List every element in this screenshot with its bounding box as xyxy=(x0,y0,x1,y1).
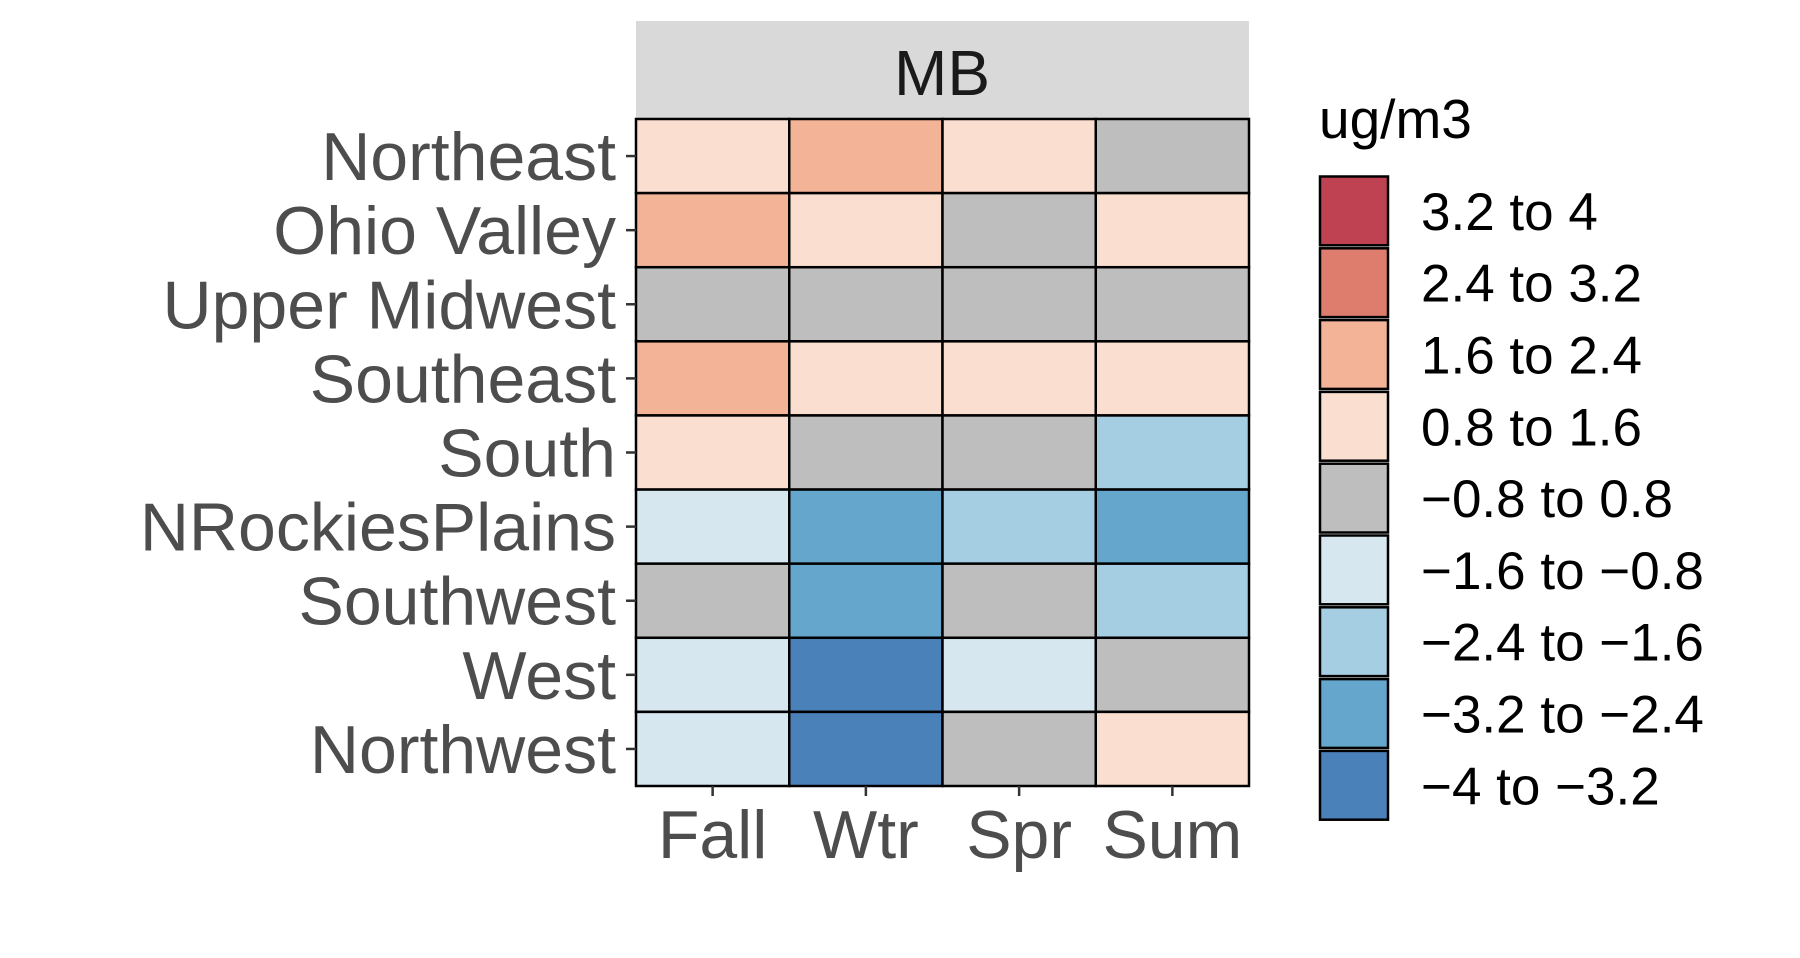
heatmap-cell xyxy=(634,265,791,343)
legend-label: −4 to −3.2 xyxy=(1421,757,1660,816)
heatmap-cell xyxy=(1094,710,1251,788)
heatmap-cell xyxy=(634,191,791,269)
heatmap-cell xyxy=(788,562,944,640)
legend-key xyxy=(1318,534,1390,606)
legend-label: −1.6 to −0.8 xyxy=(1421,542,1704,601)
heatmap-cell xyxy=(634,488,791,565)
facet-label: MB xyxy=(894,37,990,109)
y-tick-label: Southeast xyxy=(310,341,616,417)
heatmap-cell xyxy=(941,265,1097,343)
legend-label: −2.4 to −1.6 xyxy=(1421,614,1704,673)
legend-key xyxy=(1318,462,1390,534)
y-tick-label: West xyxy=(462,638,616,714)
legend-label: 2.4 to 3.2 xyxy=(1421,255,1642,314)
heatmap-cell xyxy=(1094,117,1251,195)
legend-key xyxy=(1318,749,1390,821)
heatmap-cell xyxy=(634,117,791,195)
heatmap-cell xyxy=(941,562,1097,640)
heatmap-cell xyxy=(788,191,944,269)
heatmap-cell xyxy=(941,636,1097,714)
facet-strip xyxy=(636,21,1249,119)
legend-key xyxy=(1318,247,1390,319)
legend-label: 1.6 to 2.4 xyxy=(1421,327,1642,386)
x-tick-label: Sum xyxy=(1102,797,1242,873)
heatmap-cell xyxy=(788,710,944,788)
y-tick-label: Northeast xyxy=(321,119,616,195)
heatmap-cell xyxy=(788,265,944,343)
heatmap-cell xyxy=(1094,265,1251,343)
heatmap-cell xyxy=(634,636,791,714)
heatmap-cell xyxy=(634,562,791,640)
heatmap-cell xyxy=(1094,414,1251,491)
heatmap-cell xyxy=(1094,191,1251,269)
heatmap-cell xyxy=(788,636,944,714)
y-tick-label: NRockiesPlains xyxy=(140,490,616,566)
heatmap-cell xyxy=(788,488,944,565)
x-tick-label: Spr xyxy=(966,797,1072,873)
legend: 3.2 to 4 2.4 to 3.2 1.6 to 2.4 0.8 to 1.6 −0… xyxy=(1318,175,1704,821)
legend-label: 3.2 to 4 xyxy=(1421,183,1598,242)
x-axis: Fall Wtr Spr Sum xyxy=(658,786,1242,873)
y-tick-label: Upper Midwest xyxy=(163,267,617,343)
legend-title: ug/m3 xyxy=(1319,88,1472,150)
legend-label: 0.8 to 1.6 xyxy=(1421,398,1642,457)
heatmap-cell xyxy=(941,340,1097,417)
legend-key xyxy=(1318,175,1390,247)
heatmap-cell xyxy=(941,117,1097,195)
x-tick-label: Fall xyxy=(658,797,768,873)
heatmap-cell xyxy=(788,117,944,195)
heatmap-cell xyxy=(788,340,944,417)
x-tick-label: Wtr xyxy=(813,797,919,873)
heatmap-cell xyxy=(941,191,1097,269)
heatmap-cell xyxy=(634,710,791,788)
legend-key xyxy=(1318,677,1390,750)
heatmap-cell xyxy=(1094,636,1251,714)
heatmap-cell xyxy=(941,710,1097,788)
heatmap-cell xyxy=(941,488,1097,565)
heatmap-cell xyxy=(941,414,1097,491)
heatmap-cell xyxy=(1094,340,1251,417)
heatmap-cell xyxy=(788,414,944,491)
legend-key xyxy=(1318,390,1390,462)
legend-label: −0.8 to 0.8 xyxy=(1421,470,1673,529)
y-tick-label: Northwest xyxy=(310,712,616,788)
heatmap-cell xyxy=(1094,562,1251,640)
heatmap-cells xyxy=(634,117,1251,788)
legend-key xyxy=(1318,318,1390,391)
legend-label: −3.2 to −2.4 xyxy=(1421,686,1704,745)
y-tick-label: Ohio Valley xyxy=(273,193,616,269)
heatmap-cell xyxy=(634,414,791,491)
y-tick-label: South xyxy=(438,416,616,492)
heatmap-cell xyxy=(1094,488,1251,565)
legend-key xyxy=(1318,606,1390,678)
y-tick-label: Southwest xyxy=(298,564,616,640)
heatmap-cell xyxy=(634,340,791,417)
